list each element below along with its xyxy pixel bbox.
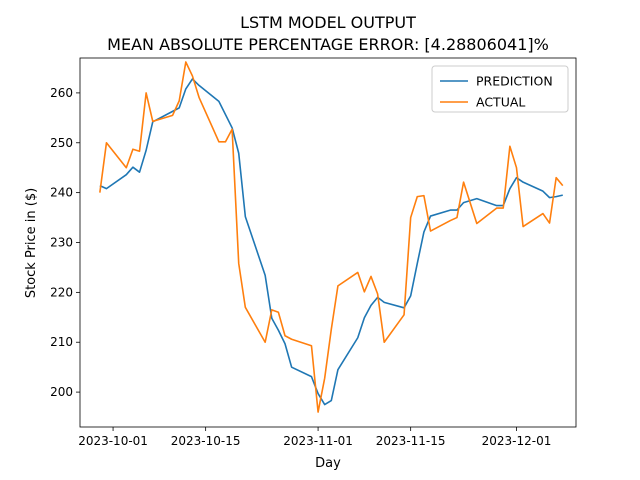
- x-tick-label: 2023-10-01: [78, 434, 148, 448]
- x-tick-label: 2023-10-15: [171, 434, 241, 448]
- chart-subtitle: MEAN ABSOLUTE PERCENTAGE ERROR: [4.28806…: [107, 35, 549, 54]
- x-tick-label: 2023-11-15: [376, 434, 446, 448]
- x-tick-label: 2023-12-01: [482, 434, 552, 448]
- chart-title: LSTM MODEL OUTPUT: [240, 13, 416, 32]
- legend-label: ACTUAL: [476, 95, 525, 110]
- y-tick-label: 240: [50, 186, 73, 200]
- x-tick-label: 2023-11-01: [283, 434, 353, 448]
- legend: PREDICTION ACTUAL: [431, 65, 569, 113]
- y-tick-label: 210: [50, 335, 73, 349]
- y-tick-label: 260: [50, 86, 73, 100]
- y-tick-label: 230: [50, 236, 73, 250]
- y-axis-label: Stock Price in ($): [24, 188, 39, 298]
- legend-box: [431, 65, 569, 113]
- y-tick-label: 250: [50, 136, 73, 150]
- legend-label: PREDICTION: [476, 74, 553, 89]
- series-line-actual: [99, 61, 564, 413]
- y-tick-label: 200: [50, 385, 73, 399]
- plot-area: 2023-10-01 2023-10-15 2023-11-01 2023-11-15…: [50, 57, 577, 448]
- y-tick-label: 220: [50, 285, 73, 299]
- x-axis-label: Day: [315, 456, 341, 471]
- series-line-prediction: [99, 78, 563, 406]
